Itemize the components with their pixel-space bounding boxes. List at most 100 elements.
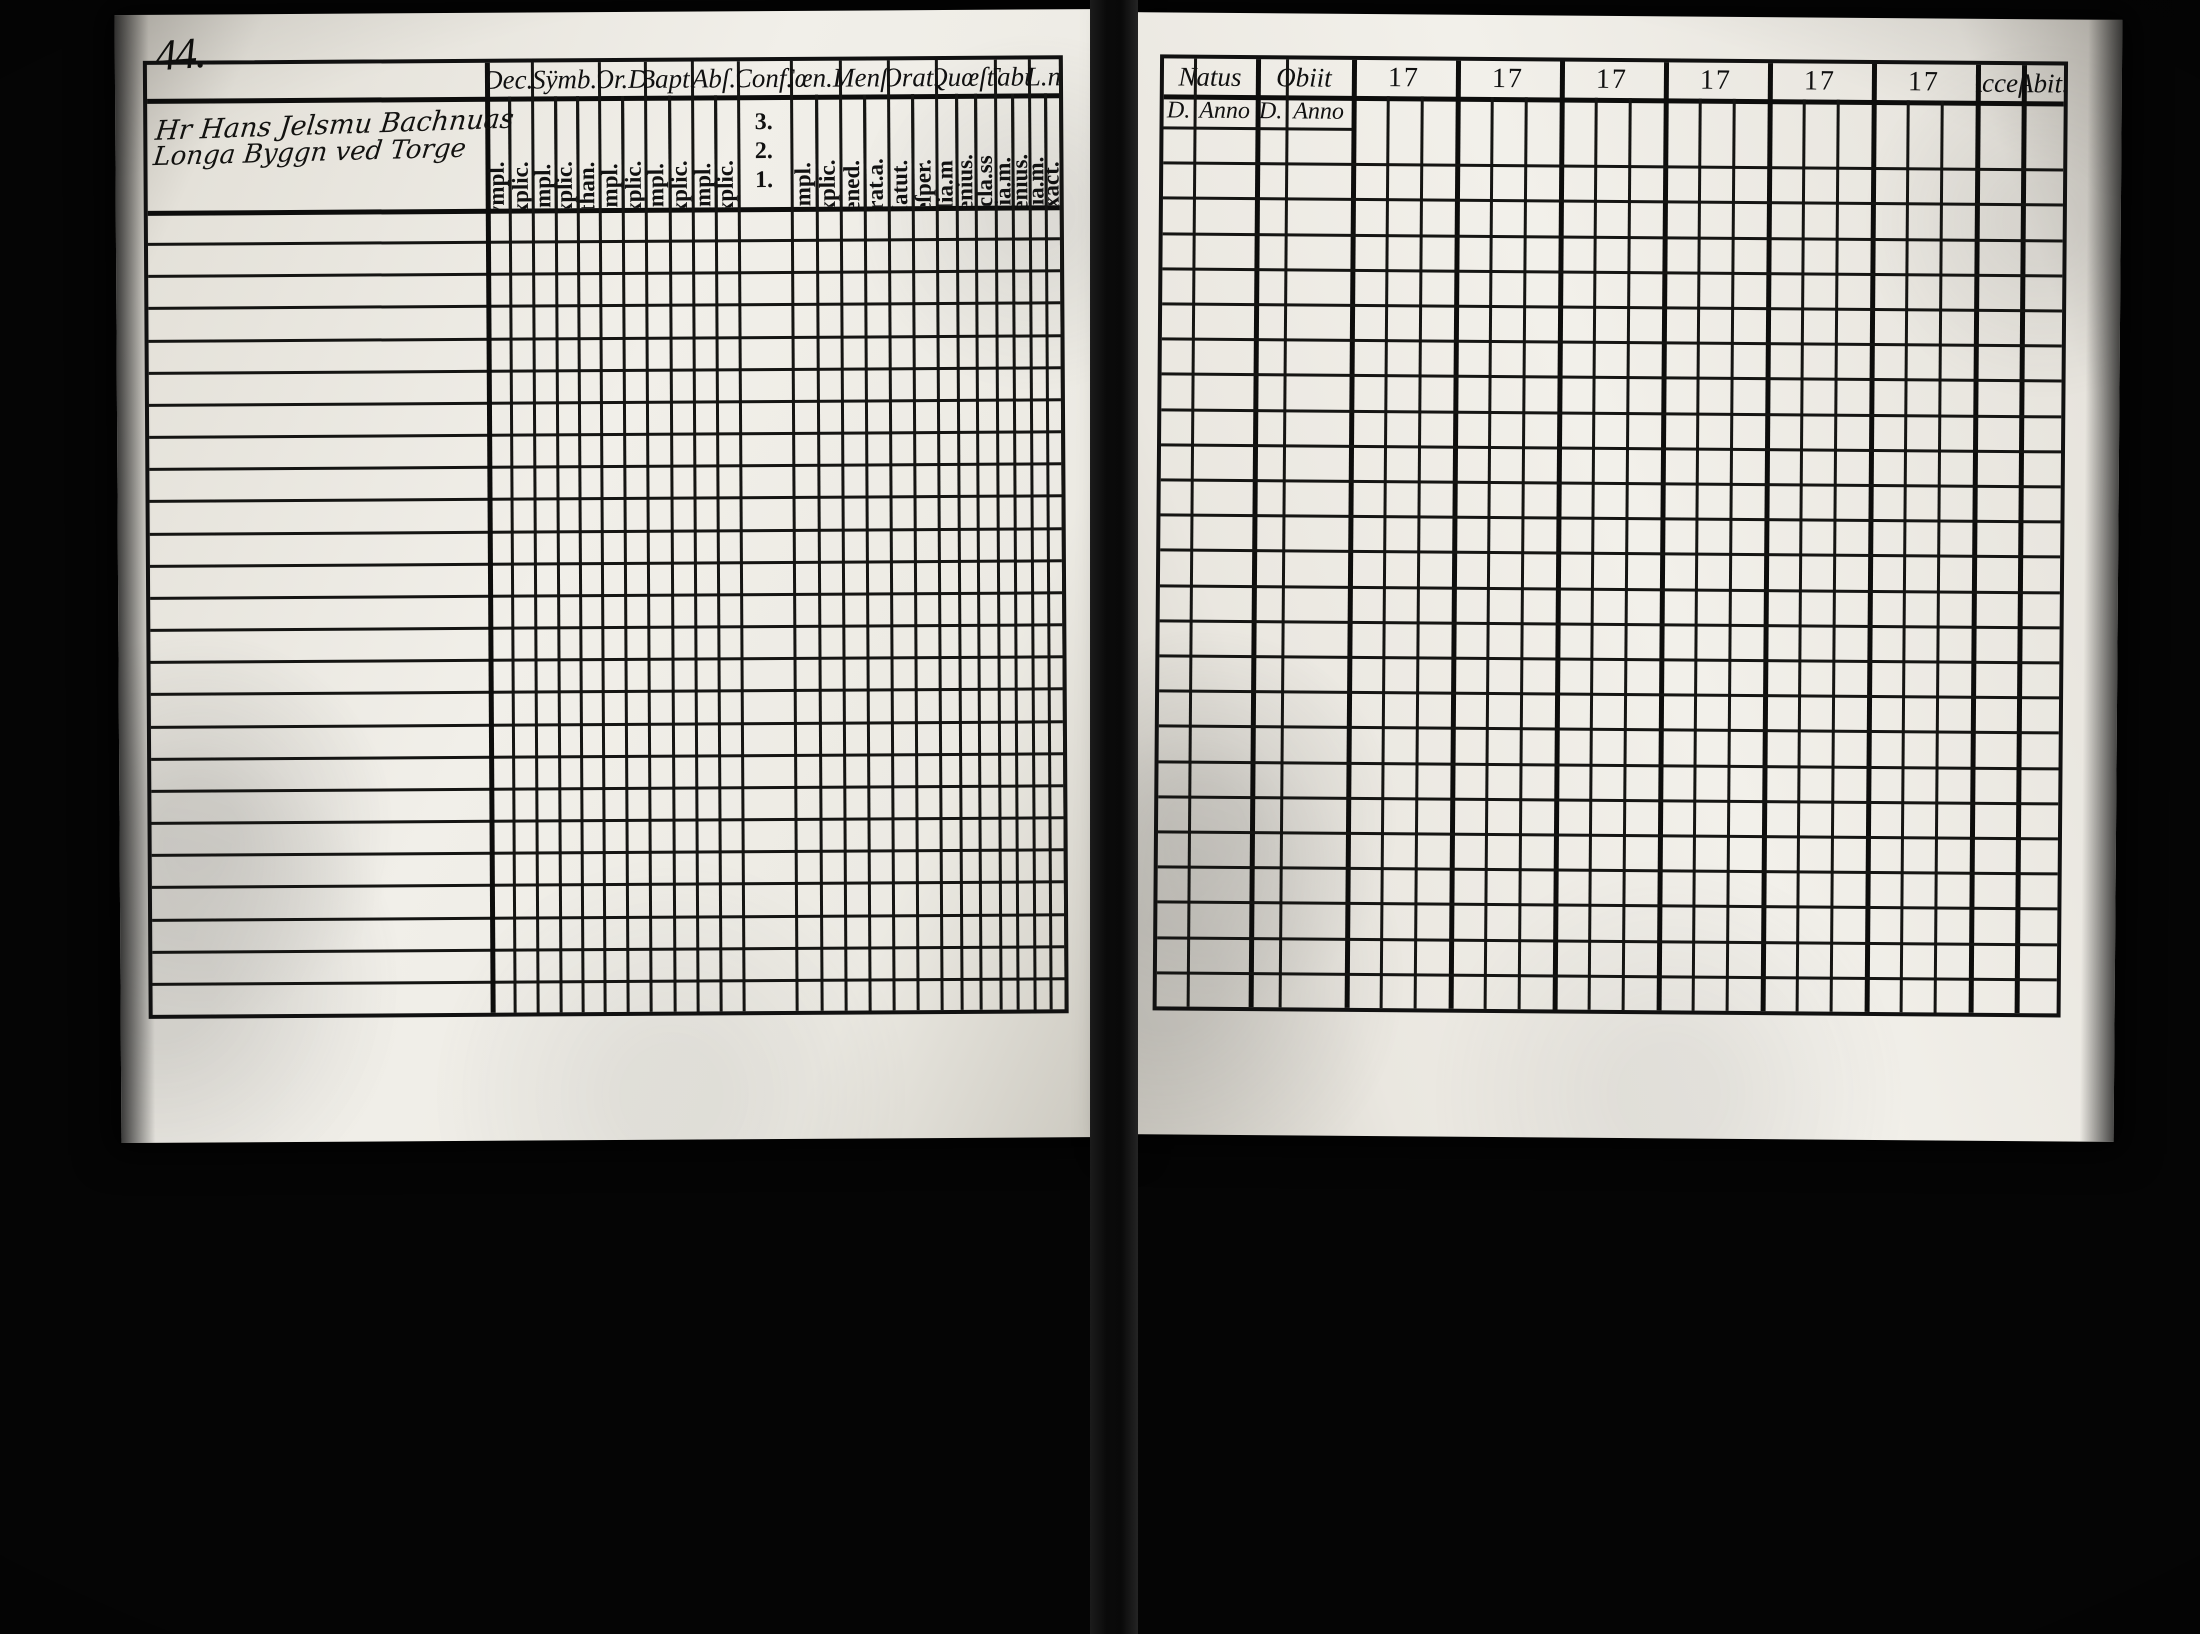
- conf-grade-value: 1.: [754, 166, 774, 193]
- row-rule: [149, 526, 1062, 536]
- column-header-year-6: 17: [1907, 66, 1941, 98]
- row-rule: [152, 912, 1065, 922]
- sub-column-divider-body: [1011, 93, 1020, 1010]
- row-rule: [148, 269, 1061, 279]
- sub-header-label: Explic.: [814, 159, 840, 207]
- column-header-or-d: Or.D: [597, 63, 645, 94]
- column-header-year-1: 17: [1387, 62, 1421, 94]
- row-rule: [151, 784, 1064, 793]
- group-column-divider: [1656, 62, 1670, 1011]
- column-header-bapt: Bapt.: [644, 63, 691, 94]
- column-header-natus: Natus: [1178, 60, 1242, 92]
- sub-header-label: Alia.m.: [994, 156, 1012, 206]
- group-column-divider: [1552, 61, 1566, 1010]
- column-header-men: Menſ.: [839, 61, 888, 93]
- row-rule: [147, 237, 1060, 247]
- row-rule: [1157, 935, 2058, 947]
- row-rule: [152, 944, 1065, 954]
- sub-header-divider: [1163, 126, 1256, 131]
- sub-header-simpl: Simpl.: [531, 96, 555, 209]
- sub-header-bened: Bened.: [839, 94, 865, 207]
- sub-header-ve-per: Veſper.: [911, 94, 936, 206]
- row-rule: [1160, 478, 2061, 489]
- row-rule: [150, 655, 1063, 665]
- row-rule: [1159, 654, 2060, 665]
- row-rule: [1162, 302, 2063, 313]
- sub-column-divider-body: [863, 94, 872, 1011]
- column-header-abit: Abit.: [2021, 67, 2065, 98]
- row-rule: [152, 977, 1065, 986]
- row-rule: [1162, 196, 2063, 207]
- row-rule: [1159, 619, 2060, 630]
- conf-grade-numerals: 3. 2. 1.: [737, 95, 790, 207]
- row-rule: [1159, 583, 2060, 595]
- sub-header-simpl: Simpl.: [644, 96, 668, 208]
- column-header-conf: Conf.: [737, 62, 790, 93]
- row-rule: [150, 623, 1063, 632]
- sub-header-label: Bened.: [839, 159, 865, 207]
- row-rule: [148, 398, 1061, 407]
- row-rule: [1158, 724, 2059, 735]
- row-rule: [1157, 865, 2058, 876]
- row-rule: [1161, 407, 2062, 419]
- column-header-tabu: Tabu: [993, 60, 1029, 92]
- sub-column-divider-body: [814, 94, 824, 1011]
- column-header-dec: Dec.: [484, 64, 532, 95]
- column-header-ab: Abſ.: [691, 62, 737, 94]
- sub-header-natus-anno: Anno: [1199, 97, 1251, 124]
- row-rule: [149, 430, 1062, 439]
- row-rule: [151, 848, 1064, 858]
- sub-column-divider-body: [911, 94, 920, 1011]
- sub-column-divider-body: [621, 95, 630, 1012]
- row-rule: [1157, 900, 2058, 911]
- row-rule: [1162, 231, 2063, 243]
- row-rule: [1162, 267, 2063, 278]
- row-rule: [1163, 161, 2064, 172]
- row-rule: [148, 366, 1061, 375]
- column-header-c-n-d: Cœn.D: [789, 62, 840, 93]
- sub-header-obiit-anno: Anno: [1293, 97, 1345, 125]
- sub-header-simpl: Simpl.: [598, 96, 622, 208]
- group-column-divider: [1864, 63, 1878, 1012]
- row-rule: [1158, 759, 2059, 771]
- row-rule: [149, 462, 1062, 472]
- sub-column-divider-body: [974, 93, 984, 1010]
- sub-column-divider-body: [508, 96, 517, 1013]
- sub-header-grat-a: Grat.a.: [863, 94, 888, 206]
- sub-header-label: Simpl.: [789, 162, 816, 207]
- right-page: Natus Obiit 17 17 17 17 17 17 Acceſ. Abit. D. Anno D…: [1123, 12, 2123, 1142]
- row-rule: [1160, 548, 2061, 559]
- row-rule: [1161, 372, 2062, 383]
- group-column-divider: [1760, 63, 1774, 1012]
- row-rule: [1160, 513, 2061, 524]
- sub-header-obiit-d: D.: [1258, 97, 1283, 124]
- row-rule: [150, 687, 1063, 697]
- row-rule: [148, 301, 1061, 311]
- column-header-l-n: L.n: [1027, 60, 1060, 91]
- column-header-year-5: 17: [1803, 65, 1837, 97]
- column-header-year-2: 17: [1491, 62, 1525, 95]
- sub-header-alia-m: Alia.m.: [994, 94, 1012, 206]
- row-rule: [149, 559, 1062, 568]
- group-column-divider: [1344, 59, 1358, 1008]
- sub-header-label: Simpl.: [690, 162, 715, 208]
- row-rule: [148, 333, 1061, 343]
- page-edge-wear-right: [2079, 19, 2123, 1142]
- row-rule: [149, 494, 1062, 504]
- column-header-qu-t: Quœſt.: [935, 61, 995, 92]
- column-header-year-3: 17: [1595, 63, 1629, 96]
- sub-header-label: Sÿmpl.: [485, 161, 509, 209]
- sub-column-divider: [1186, 58, 1198, 1007]
- sub-header-label: Simpl.: [644, 163, 669, 208]
- row-rule: [150, 719, 1063, 729]
- row-rule: [1156, 971, 2057, 982]
- left-ledger-table: Dec. Sÿmb. Or.D Bapt. Abſ. Conf. Cœn.D Menſ. Ora…: [142, 55, 1069, 1019]
- sub-header-label: Simpl.: [531, 163, 555, 209]
- row-rule: [1158, 795, 2059, 806]
- column-header-s-mb: Sÿmb.: [531, 63, 598, 95]
- sub-header-divider: [1255, 127, 1352, 131]
- sub-header-natus-d: D.: [1166, 96, 1191, 124]
- sub-column-divider-body: [575, 96, 585, 1013]
- group-column-divider: [1968, 64, 1982, 1013]
- row-rule: [151, 880, 1064, 890]
